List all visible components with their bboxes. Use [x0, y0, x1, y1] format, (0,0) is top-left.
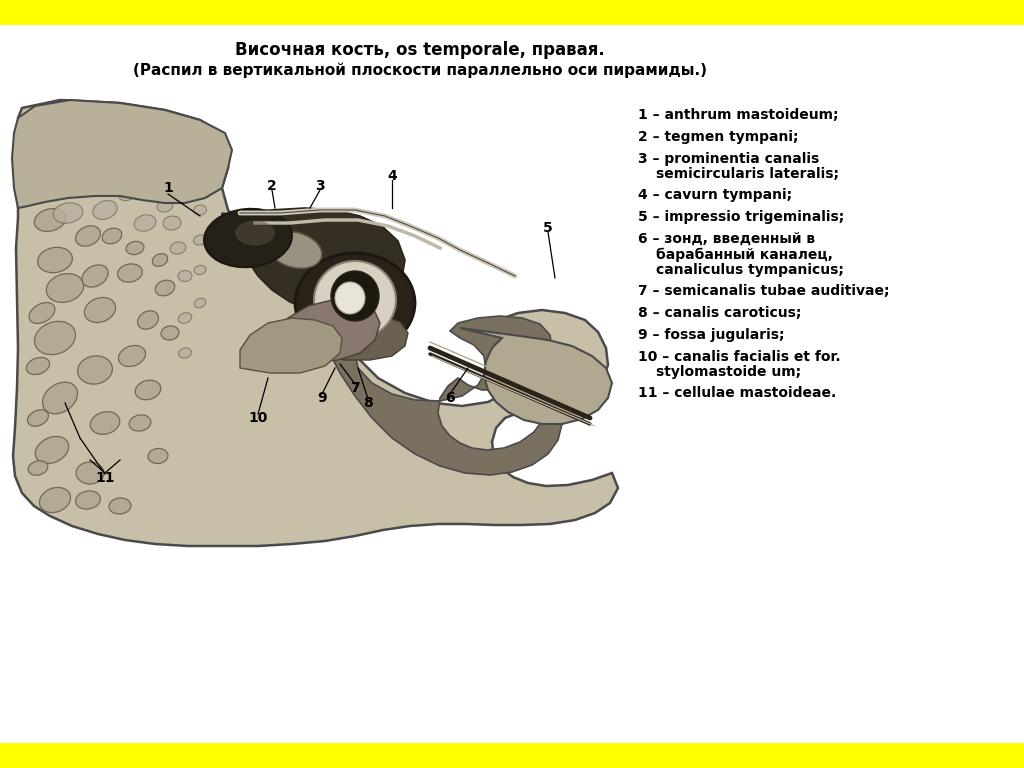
Ellipse shape [76, 462, 104, 484]
Ellipse shape [178, 348, 191, 358]
Ellipse shape [29, 303, 55, 323]
Ellipse shape [42, 178, 69, 197]
Ellipse shape [84, 297, 116, 323]
Text: барабанный каналец,: барабанный каналец, [656, 248, 833, 263]
Ellipse shape [102, 228, 122, 243]
Ellipse shape [35, 436, 69, 464]
Ellipse shape [314, 261, 396, 339]
Ellipse shape [119, 185, 137, 200]
Ellipse shape [35, 321, 76, 355]
Polygon shape [238, 208, 406, 314]
Ellipse shape [148, 449, 168, 464]
Polygon shape [245, 300, 380, 362]
Ellipse shape [39, 488, 71, 512]
Ellipse shape [135, 380, 161, 400]
Ellipse shape [170, 242, 186, 254]
Polygon shape [12, 100, 232, 208]
Bar [0, 743, 1024, 768]
Ellipse shape [118, 264, 142, 282]
Text: 7: 7 [350, 381, 359, 395]
Text: 4 – cavurn tympani;: 4 – cavurn tympani; [638, 188, 793, 202]
Text: 3: 3 [315, 179, 325, 193]
Ellipse shape [163, 216, 181, 230]
Text: 8: 8 [364, 396, 373, 410]
Ellipse shape [204, 209, 292, 267]
Text: 8 – canalis caroticus;: 8 – canalis caroticus; [638, 306, 802, 320]
Polygon shape [220, 213, 380, 310]
Ellipse shape [194, 235, 207, 245]
Text: 10 – canalis facialis et for.: 10 – canalis facialis et for. [638, 350, 841, 364]
Ellipse shape [93, 200, 117, 220]
Text: Височная кость, os temporale, правая.: Височная кость, os temporale, правая. [236, 41, 605, 59]
Polygon shape [460, 328, 612, 424]
Polygon shape [13, 100, 618, 546]
Ellipse shape [28, 410, 48, 426]
Ellipse shape [129, 415, 151, 431]
Ellipse shape [268, 232, 322, 268]
Text: (Распил в вертикальной плоскости параллельно оси пирамиды.): (Распил в вертикальной плоскости паралле… [133, 62, 707, 78]
Ellipse shape [195, 298, 206, 308]
Text: 11 – cellulae mastoideae.: 11 – cellulae mastoideae. [638, 386, 837, 400]
Ellipse shape [81, 180, 103, 196]
Ellipse shape [156, 280, 175, 296]
Text: 10: 10 [248, 411, 267, 425]
Ellipse shape [194, 266, 206, 274]
Text: 9 – fossa jugularis;: 9 – fossa jugularis; [638, 328, 784, 342]
Ellipse shape [42, 382, 78, 414]
Ellipse shape [109, 498, 131, 514]
Ellipse shape [331, 271, 379, 321]
Text: canaliculus tympanicus;: canaliculus tympanicus; [656, 263, 844, 277]
Text: 4: 4 [387, 169, 397, 183]
Ellipse shape [78, 356, 113, 384]
Ellipse shape [126, 241, 144, 254]
Ellipse shape [90, 412, 120, 435]
Text: 11: 11 [95, 471, 115, 485]
Text: 3 – prominentia canalis: 3 – prominentia canalis [638, 152, 819, 166]
Ellipse shape [53, 203, 83, 223]
Ellipse shape [137, 311, 159, 329]
Ellipse shape [178, 313, 191, 323]
Polygon shape [240, 318, 342, 373]
Polygon shape [314, 314, 408, 360]
Text: 1 – anthrum mastoideum;: 1 – anthrum mastoideum; [638, 108, 839, 122]
Ellipse shape [153, 253, 168, 266]
Ellipse shape [134, 215, 156, 231]
Text: 2: 2 [267, 179, 276, 193]
Ellipse shape [178, 270, 191, 282]
Text: semicircularis lateralis;: semicircularis lateralis; [656, 167, 839, 181]
Ellipse shape [27, 357, 49, 375]
Ellipse shape [38, 247, 73, 273]
Text: 5 – impressio trigeminalis;: 5 – impressio trigeminalis; [638, 210, 844, 224]
Ellipse shape [335, 282, 365, 314]
Ellipse shape [76, 226, 100, 247]
Text: 6 – зонд, введенный в: 6 – зонд, введенный в [638, 232, 815, 246]
Ellipse shape [161, 326, 179, 340]
Text: 9: 9 [317, 391, 327, 405]
Ellipse shape [136, 171, 154, 184]
Ellipse shape [76, 491, 100, 509]
Text: 5: 5 [543, 221, 553, 235]
Ellipse shape [234, 220, 275, 246]
Text: 6: 6 [445, 391, 455, 405]
Text: 7 – semicanalis tubae auditivae;: 7 – semicanalis tubae auditivae; [638, 284, 890, 298]
Polygon shape [220, 220, 562, 475]
Text: 2 – tegmen tympani;: 2 – tegmen tympani; [638, 130, 799, 144]
Text: stylomastoide um;: stylomastoide um; [656, 365, 801, 379]
Ellipse shape [98, 161, 118, 175]
Ellipse shape [119, 346, 145, 366]
Ellipse shape [194, 205, 207, 215]
Ellipse shape [46, 273, 84, 303]
Ellipse shape [165, 182, 179, 194]
Ellipse shape [29, 461, 48, 475]
Ellipse shape [34, 209, 66, 231]
Ellipse shape [295, 253, 415, 353]
Ellipse shape [60, 154, 83, 172]
Ellipse shape [82, 265, 109, 287]
Bar [0, 0, 1024, 25]
Ellipse shape [157, 200, 173, 212]
Text: 1: 1 [163, 181, 173, 195]
